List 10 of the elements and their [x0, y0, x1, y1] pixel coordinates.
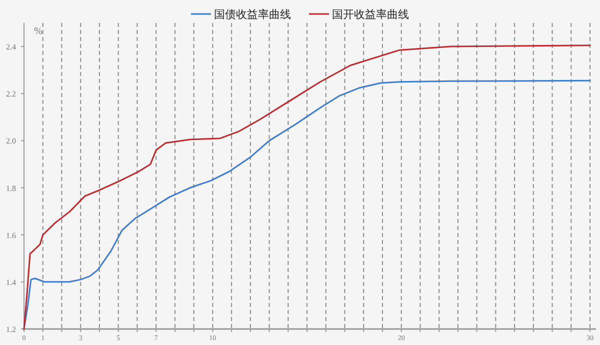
- y-tick-label: 1.6: [6, 230, 16, 240]
- y-tick-label: 2.4: [6, 42, 16, 52]
- legend-label: 国债收益率曲线: [214, 8, 291, 21]
- legend-label: 国开收益率曲线: [332, 8, 409, 21]
- y-tick-label: 2.2: [6, 90, 16, 99]
- y-axis-title: %: [34, 26, 42, 37]
- y-tick-label: 2.0: [6, 136, 16, 146]
- y-tick-label: 1.4: [6, 278, 16, 287]
- y-tick-label: 1.2: [6, 325, 16, 334]
- y-tick-label: 1.8: [6, 184, 16, 193]
